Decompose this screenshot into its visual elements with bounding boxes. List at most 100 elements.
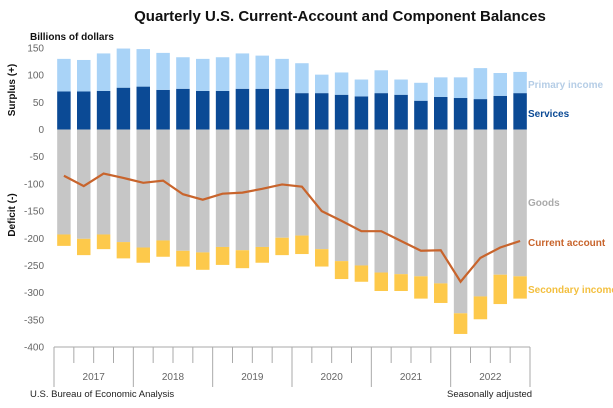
bar-primary-income [434, 77, 448, 97]
x-year-label: 2017 [83, 372, 106, 383]
bar-goods [235, 129, 250, 251]
legend-current-account: Current account [528, 238, 606, 249]
legend-primary-income: Primary income [528, 80, 603, 91]
bar-secondary-income [513, 276, 527, 299]
bar-secondary-income [235, 250, 250, 269]
bar-secondary-income [57, 234, 71, 246]
bar-secondary-income [414, 276, 428, 299]
bar-goods [394, 129, 408, 275]
bar-services [473, 99, 488, 130]
y-tick-label: 50 [33, 98, 45, 109]
bar-services [453, 98, 468, 130]
bar-goods [334, 129, 349, 262]
x-year-label: 2022 [479, 372, 502, 383]
legend-goods: Goods [528, 198, 560, 209]
bar-services [374, 93, 388, 130]
bar-primary-income [96, 53, 111, 91]
bar-primary-income [473, 68, 488, 100]
bar-goods [156, 129, 170, 241]
y-label-surplus: Surplus (+) [7, 64, 18, 117]
bar-goods [493, 129, 507, 275]
bar-primary-income [295, 63, 309, 94]
bar-services [57, 91, 71, 130]
bar-primary-income [315, 74, 329, 94]
bar-services [196, 90, 210, 130]
bar-primary-income [414, 82, 428, 101]
bar-primary-income [57, 58, 71, 92]
bar-secondary-income [215, 246, 230, 265]
bar-secondary-income [96, 234, 111, 250]
bar-goods [215, 129, 230, 247]
bar-secondary-income [354, 265, 369, 282]
bar-services [434, 96, 448, 130]
x-year-label: 2019 [241, 372, 264, 383]
bar-services [513, 93, 527, 130]
y-tick-label: -50 [30, 152, 45, 163]
bar-goods [374, 129, 388, 273]
bar-goods [176, 129, 190, 251]
bar-primary-income [513, 71, 527, 94]
y-label-deficit: Deficit (-) [7, 193, 18, 236]
chart-title: Quarterly U.S. Current-Account and Compo… [134, 8, 546, 25]
bar-secondary-income [116, 242, 131, 259]
bar-secondary-income [473, 296, 488, 320]
y-tick-label: 100 [27, 71, 44, 82]
bar-goods [116, 129, 131, 243]
bar-goods [473, 129, 488, 297]
x-year-label: 2020 [321, 372, 344, 383]
bar-primary-income [394, 79, 408, 95]
bar-goods [136, 129, 150, 248]
y-tick-label: -400 [24, 343, 44, 354]
bar-secondary-income [136, 247, 150, 263]
bar-primary-income [493, 73, 507, 96]
bar-secondary-income [295, 235, 309, 255]
bar-primary-income [275, 58, 289, 89]
line-current-account [63, 172, 521, 284]
bar-services [354, 96, 369, 130]
bar-primary-income [116, 48, 131, 88]
bar-primary-income [176, 57, 190, 89]
bar-services [394, 94, 408, 130]
y-tick-label: -150 [24, 207, 44, 218]
bar-primary-income [255, 55, 269, 89]
bar-goods [513, 129, 527, 277]
bar-services [334, 94, 349, 130]
bar-primary-income [374, 70, 388, 94]
bar-services [414, 100, 428, 130]
y-tick-label: 150 [27, 44, 44, 55]
bar-primary-income [136, 49, 150, 87]
bar-services [215, 90, 230, 130]
bar-goods [414, 129, 428, 277]
bar-secondary-income [493, 274, 507, 305]
bar-services [295, 93, 309, 130]
bar-secondary-income [196, 252, 210, 270]
bar-secondary-income [176, 250, 190, 267]
bar-primary-income [196, 58, 210, 91]
bar-primary-income [77, 59, 91, 92]
bar-primary-income [156, 52, 170, 90]
bar-primary-income [334, 72, 349, 95]
bar-secondary-income [77, 238, 91, 256]
bar-services [315, 93, 329, 130]
bar-services [156, 89, 170, 130]
bar-goods [434, 129, 448, 284]
bar-secondary-income [453, 313, 468, 334]
bar-secondary-income [374, 272, 388, 292]
bar-services [176, 88, 190, 130]
bar-secondary-income [434, 283, 448, 303]
bar-primary-income [235, 53, 250, 89]
bar-secondary-income [334, 261, 349, 280]
bar-services [235, 88, 250, 130]
bar-goods [196, 129, 210, 253]
bar-services [116, 87, 131, 130]
bar-goods [295, 129, 309, 236]
y-tick-label: -200 [24, 234, 44, 245]
x-year-label: 2021 [400, 372, 423, 383]
legend-services: Services [528, 109, 570, 120]
bar-secondary-income [315, 249, 329, 267]
bar-secondary-income [255, 246, 269, 263]
bar-secondary-income [275, 237, 289, 256]
y-tick-label: -250 [24, 261, 44, 272]
bar-services [255, 88, 269, 130]
